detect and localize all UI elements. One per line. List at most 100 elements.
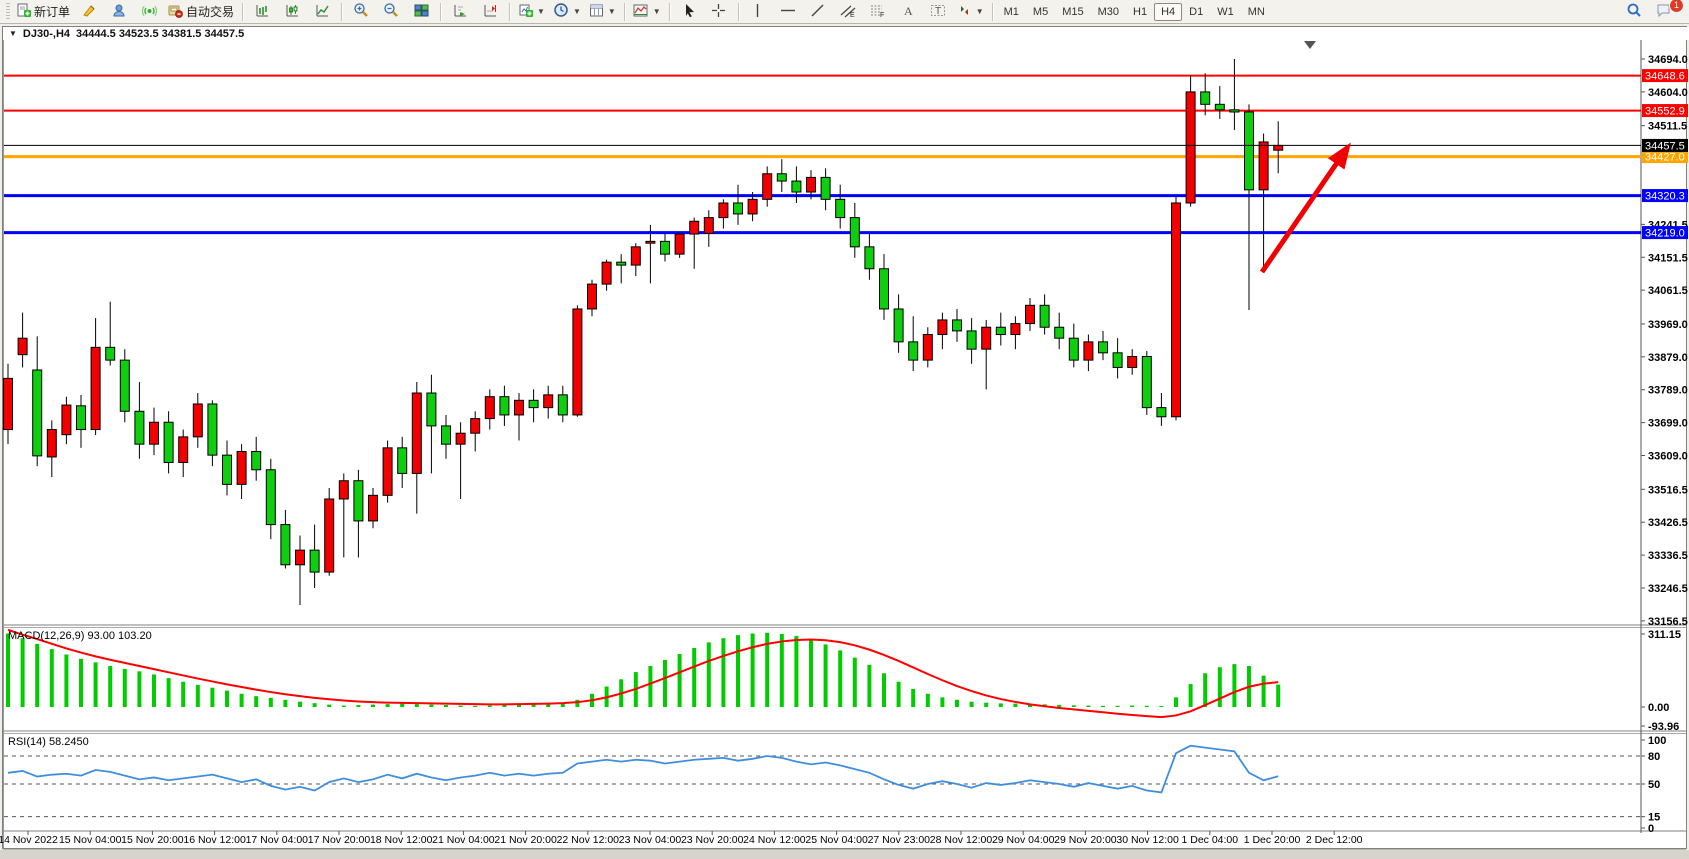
rsi-line [7, 744, 1279, 794]
svg-text:A: A [904, 4, 913, 18]
timeframe-button-m1[interactable]: M1 [1003, 5, 1019, 18]
search-icon [1626, 2, 1642, 21]
annotation-arrow-line[interactable] [1259, 152, 1346, 274]
x-tick-label: 16 Nov 12:00 [183, 834, 246, 846]
text-button[interactable]: A [893, 1, 923, 23]
community-button[interactable] [104, 1, 134, 23]
line-chart-button[interactable] [307, 1, 337, 23]
candle-body [733, 202, 743, 215]
vertical-line-button[interactable] [743, 1, 773, 23]
timeframe-button-m15[interactable]: M15 [1062, 5, 1084, 18]
candle-body [806, 176, 816, 193]
candle-body [119, 359, 130, 412]
candle-body [981, 326, 992, 350]
macd-tick-label: 0.00 [1648, 702, 1669, 714]
candle-body [1244, 111, 1254, 191]
timeframe-button-d1[interactable]: D1 [1189, 5, 1204, 18]
horizontal-line-button[interactable] [773, 1, 803, 23]
timeframe-button-m5[interactable]: M5 [1032, 5, 1049, 18]
candle-body [514, 399, 524, 416]
chart-shift-marker[interactable] [1304, 41, 1316, 49]
y-tick-label: 33789.0 [1648, 385, 1688, 397]
dropdown-arrow-icon: ▼ [975, 7, 984, 16]
candle-body [1229, 109, 1240, 113]
toolbar-separator [440, 2, 442, 21]
svg-text:E: E [850, 12, 855, 18]
crosshair-button[interactable] [704, 1, 734, 23]
x-tick-label: 24 Nov 12:00 [743, 834, 806, 846]
tile-windows-icon [414, 3, 429, 21]
rsi-tick-label: 80 [1648, 751, 1660, 763]
templates-button[interactable]: ▼ [585, 1, 620, 23]
tile-windows-button[interactable] [406, 1, 436, 23]
cursor-button[interactable] [674, 1, 704, 23]
candle-body [105, 346, 116, 361]
rsi-tick-label: 0 [1648, 823, 1654, 835]
candle-body [528, 399, 539, 409]
macd-indicator-label: MACD(12,26,9) 93.00 103.20 [8, 630, 152, 642]
y-tick-label: 33609.0 [1648, 451, 1688, 463]
x-tick-label: 23 Nov 20:00 [681, 834, 744, 846]
autotrading-button[interactable]: 自动交易 [164, 1, 238, 23]
macd-signal-line [7, 628, 1279, 719]
auto-scroll-icon [453, 3, 468, 21]
candle-body [674, 233, 685, 255]
line-chart-icon [315, 3, 330, 21]
toolbar-separator [242, 2, 244, 21]
price-level-badge-text: 34320.3 [1645, 191, 1685, 203]
arrows-button[interactable]: ▼ [953, 1, 988, 23]
x-tick-label: 23 Nov 04:00 [619, 834, 682, 846]
text-label-button[interactable]: T [923, 1, 953, 23]
candle-body [17, 337, 28, 356]
x-tick-label: 1 Dec 04:00 [1181, 834, 1238, 846]
chart-shift-button[interactable] [475, 1, 505, 23]
editor-button[interactable] [74, 1, 104, 23]
fibonacci-button[interactable]: F [863, 1, 893, 23]
toolbar-grip[interactable] [6, 2, 10, 21]
y-tick-label: 33336.5 [1648, 550, 1688, 562]
x-tick-label: 15 Nov 04:00 [59, 834, 122, 846]
new-order-button[interactable]: 新订单 [12, 1, 74, 23]
y-tick-label: 33426.5 [1648, 517, 1688, 529]
candle-body [718, 202, 729, 219]
y-tick-label: 34151.5 [1648, 252, 1688, 264]
price-level-badge [1642, 226, 1688, 240]
candle-body [1025, 304, 1035, 325]
new-chart-button[interactable]: ▼ [514, 1, 549, 23]
timeframe-button-h4[interactable]: H4 [1154, 2, 1183, 21]
candle-body [236, 450, 247, 485]
x-tick-label: 30 Nov 12:00 [1116, 834, 1179, 846]
dropdown-arrow-icon: ▼ [572, 7, 581, 16]
bar-chart-button[interactable] [247, 1, 277, 23]
search-button[interactable] [1619, 1, 1649, 23]
auto-scroll-button[interactable] [445, 1, 475, 23]
profiles-clock-button[interactable]: ▼ [549, 1, 585, 23]
indicators-icon [633, 3, 649, 21]
timeframe-button-mn[interactable]: MN [1247, 5, 1265, 18]
y-tick-label: 34511.5 [1648, 121, 1687, 133]
candlestick-chart-button[interactable] [277, 1, 307, 23]
rsi-tick-label: 50 [1648, 779, 1660, 791]
candle-body [280, 524, 291, 566]
chart-symbol-period: DJ30-,H4 [22, 27, 70, 40]
zoom-in-button[interactable] [346, 1, 376, 23]
timeframe-button-m30[interactable]: M30 [1097, 5, 1120, 18]
dropdown-arrow-icon: ▼ [537, 7, 545, 16]
y-tick-label: 33516.5 [1648, 484, 1688, 496]
candle-body [1054, 326, 1065, 339]
indicators-button[interactable]: ▼ [629, 1, 665, 23]
toolbar-separator [991, 2, 993, 21]
toolbar-separator [737, 2, 739, 21]
candle-body [543, 394, 554, 409]
zoom-out-button[interactable] [376, 1, 406, 23]
candle-body [1039, 304, 1050, 328]
chart-title-bar[interactable]: ▼ DJ30-,H4 34444.5 34523.5 34381.5 34457… [3, 27, 1689, 40]
notifications-button[interactable]: 1 [1649, 0, 1684, 23]
candle-body [484, 396, 495, 420]
signals-button[interactable] [134, 1, 164, 23]
timeframe-button-h1[interactable]: H1 [1133, 5, 1148, 18]
trendline-button[interactable] [803, 1, 833, 23]
equidistant-channel-button[interactable]: E [833, 1, 863, 23]
timeframe-button-w1[interactable]: W1 [1217, 5, 1234, 18]
